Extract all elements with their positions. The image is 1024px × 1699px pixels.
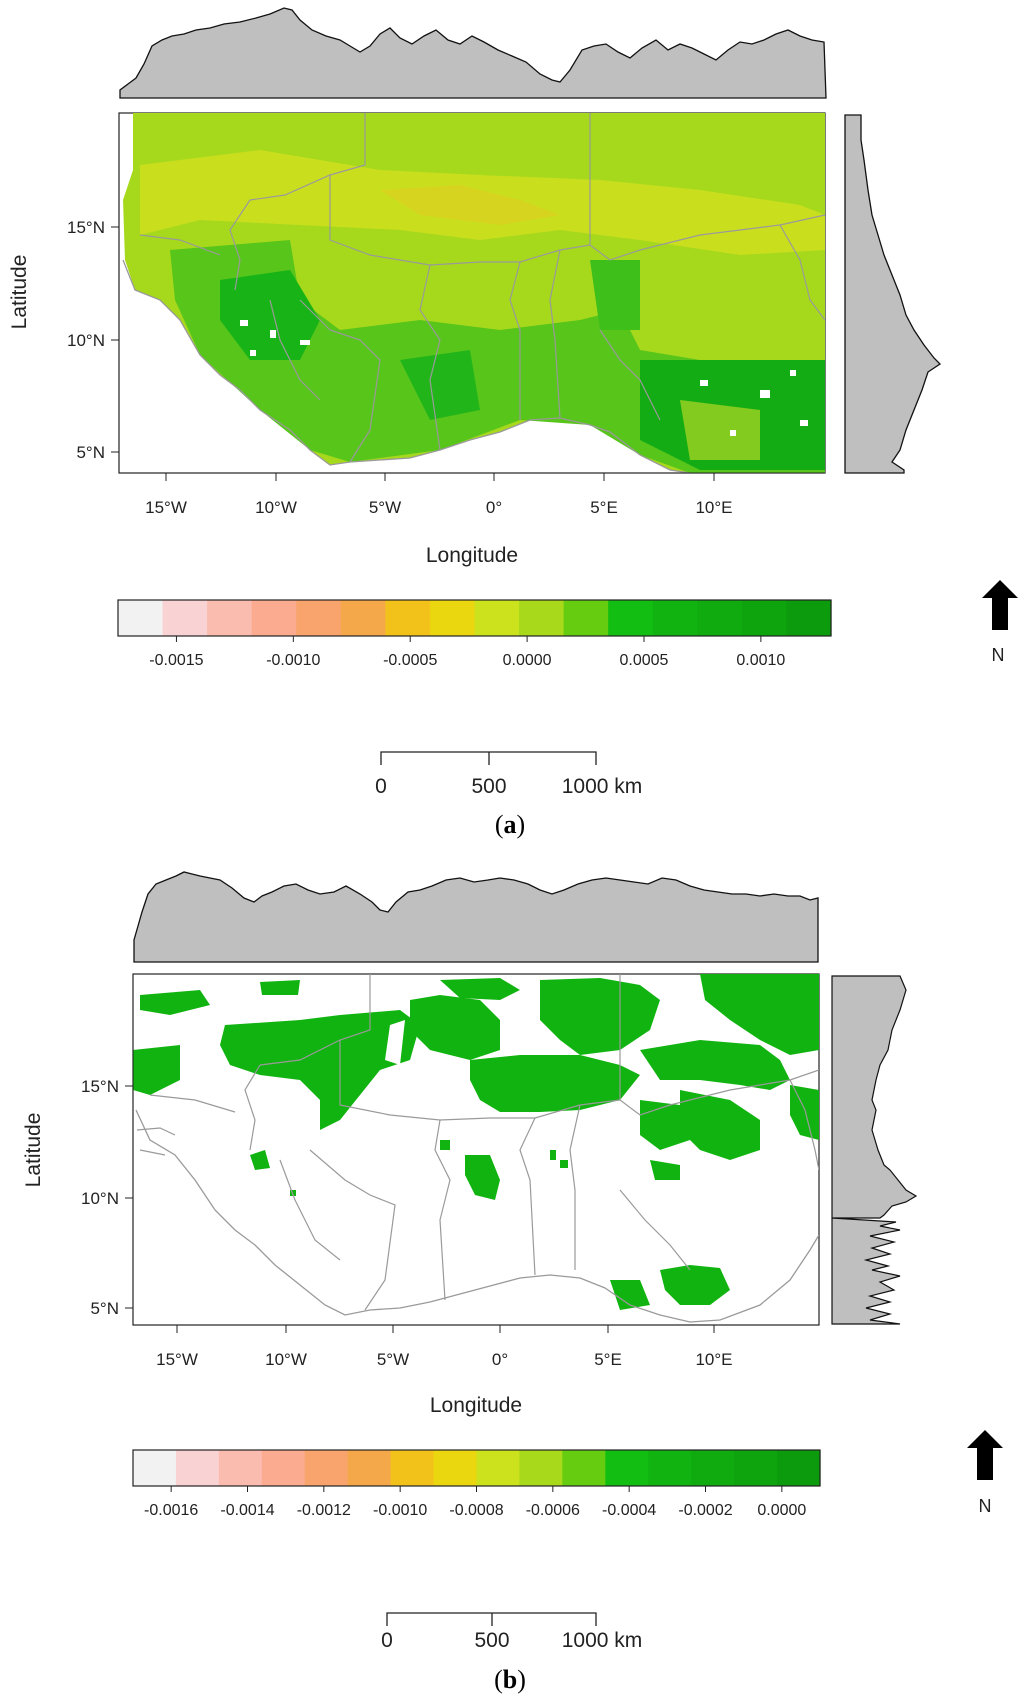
top-marginal-histogram bbox=[119, 7, 827, 99]
colorbar-swatch bbox=[476, 1450, 521, 1486]
colorbar-tick-label: -0.0004 bbox=[602, 1502, 656, 1519]
colorbar-swatch bbox=[474, 600, 520, 636]
y-tick-label: 15°N bbox=[67, 218, 105, 237]
y-tick-label: 5°N bbox=[76, 443, 105, 462]
colorbar-tick-label: 0.0000 bbox=[757, 1502, 806, 1519]
colorbar-swatch bbox=[261, 1450, 306, 1486]
colorbar-tick-label: -0.0010 bbox=[373, 1502, 427, 1519]
x-tick-label: 5°E bbox=[594, 1350, 622, 1369]
country-borders bbox=[136, 974, 819, 1311]
colorbar-swatch bbox=[563, 600, 609, 636]
colorbar-tick-label: 0.0010 bbox=[736, 652, 785, 669]
x-axis-label: Longitude bbox=[430, 1394, 522, 1417]
y-tick-label: 5°N bbox=[90, 1299, 119, 1318]
colorbar-tick-label: 0.0000 bbox=[503, 652, 552, 669]
x-tick-label: 5°E bbox=[590, 498, 618, 517]
colorbar-swatch bbox=[697, 600, 743, 636]
colorbar bbox=[118, 600, 832, 636]
colorbar-swatch bbox=[162, 600, 208, 636]
x-tick-label: 15°W bbox=[145, 498, 187, 517]
scale-bar bbox=[380, 751, 597, 765]
colorbar-swatch bbox=[390, 1450, 435, 1486]
north-arrow-icon bbox=[982, 580, 1018, 630]
colorbar-swatch bbox=[741, 600, 788, 636]
colorbar-swatch bbox=[207, 600, 253, 636]
scale-label: 0 bbox=[381, 1629, 393, 1652]
colorbar-tick-label: -0.0010 bbox=[266, 652, 320, 669]
colorbar-swatch bbox=[296, 600, 342, 636]
x-tick-label: 10°E bbox=[695, 1350, 732, 1369]
panel-caption: (b) bbox=[494, 1665, 526, 1694]
x-tick-label: 5°W bbox=[377, 1350, 409, 1369]
right-marginal-histogram bbox=[844, 114, 942, 474]
colorbar-swatch bbox=[385, 600, 431, 636]
figure-panel-b: 15°W 10°W 5°W 0° 5°E 10°E 15°N 10°N 5°N … bbox=[0, 850, 1024, 1699]
colorbar-swatch bbox=[304, 1450, 349, 1486]
y-tick-label: 10°N bbox=[81, 1189, 119, 1208]
colorbar bbox=[133, 1450, 821, 1486]
colorbar-swatch bbox=[519, 600, 565, 636]
colorbar-swatch bbox=[251, 600, 297, 636]
colorbar-swatch bbox=[608, 600, 654, 636]
north-label: N bbox=[979, 1496, 992, 1516]
colorbar-tick-label: 0.0005 bbox=[620, 652, 669, 669]
colorbar-swatch bbox=[433, 1450, 478, 1486]
scale-label: 1000 km bbox=[562, 775, 643, 798]
y-axis-label: Latitude bbox=[8, 255, 31, 330]
x-tick-label: 10°W bbox=[255, 498, 297, 517]
country-borders bbox=[139, 113, 825, 463]
scale-label: 500 bbox=[474, 1629, 509, 1652]
colorbar-tick-label: -0.0014 bbox=[220, 1502, 274, 1519]
colorbar-tick-label: -0.0005 bbox=[383, 652, 437, 669]
north-label: N bbox=[992, 645, 1005, 665]
colorbar-tick-label: -0.0015 bbox=[149, 652, 203, 669]
figure-panel-a: 15°W 10°W 5°W 0° 5°E 10°E 15°N 10°N 5°N … bbox=[8, 7, 1018, 839]
colorbar-tick-label: -0.0002 bbox=[678, 1502, 732, 1519]
x-tick-label: 0° bbox=[492, 1350, 508, 1369]
y-tick-label: 15°N bbox=[81, 1077, 119, 1096]
scale-label: 500 bbox=[471, 775, 506, 798]
x-tick-label: 15°W bbox=[156, 1350, 198, 1369]
y-axis bbox=[111, 113, 120, 473]
north-arrow-icon bbox=[967, 1430, 1003, 1480]
colorbar-swatch bbox=[652, 600, 698, 636]
x-axis bbox=[133, 1324, 819, 1333]
y-axis bbox=[125, 974, 134, 1325]
colorbar-tick-label: -0.0016 bbox=[144, 1502, 198, 1519]
colorbar-swatch bbox=[734, 1450, 778, 1486]
colorbar-swatch bbox=[175, 1450, 220, 1486]
map-raster bbox=[122, 113, 825, 473]
colorbar-swatch bbox=[133, 1450, 177, 1486]
y-axis-label: Latitude bbox=[22, 1113, 45, 1188]
colorbar-tick-label: -0.0012 bbox=[297, 1502, 351, 1519]
colorbar-swatch bbox=[786, 600, 832, 636]
colorbar-tick-label: -0.0008 bbox=[449, 1502, 503, 1519]
map-raster bbox=[133, 974, 819, 1323]
colorbar-swatch bbox=[340, 600, 386, 636]
x-axis-label: Longitude bbox=[426, 544, 518, 567]
scale-label: 1000 km bbox=[562, 1629, 643, 1652]
colorbar-swatch bbox=[777, 1450, 821, 1486]
colorbar-swatch bbox=[118, 600, 164, 636]
scale-label: 0 bbox=[375, 775, 387, 798]
x-tick-label: 0° bbox=[486, 498, 502, 517]
panel-caption: (a) bbox=[495, 810, 525, 839]
colorbar-swatch bbox=[218, 1450, 263, 1486]
scale-bar bbox=[386, 1612, 597, 1626]
top-marginal-histogram bbox=[133, 871, 819, 963]
x-tick-label: 10°E bbox=[695, 498, 732, 517]
colorbar-swatch bbox=[648, 1450, 692, 1486]
colorbar-swatch bbox=[691, 1450, 735, 1486]
x-axis bbox=[119, 472, 825, 481]
colorbar-swatch bbox=[562, 1450, 606, 1486]
colorbar-swatch bbox=[429, 600, 476, 636]
x-tick-label: 5°W bbox=[369, 498, 401, 517]
right-marginal-histogram bbox=[831, 975, 918, 1325]
y-tick-label: 10°N bbox=[67, 331, 105, 350]
colorbar-swatch bbox=[519, 1450, 563, 1486]
colorbar-swatch bbox=[347, 1450, 392, 1486]
colorbar-tick-label: -0.0006 bbox=[526, 1502, 580, 1519]
colorbar-swatch bbox=[605, 1450, 649, 1486]
x-tick-label: 10°W bbox=[265, 1350, 307, 1369]
